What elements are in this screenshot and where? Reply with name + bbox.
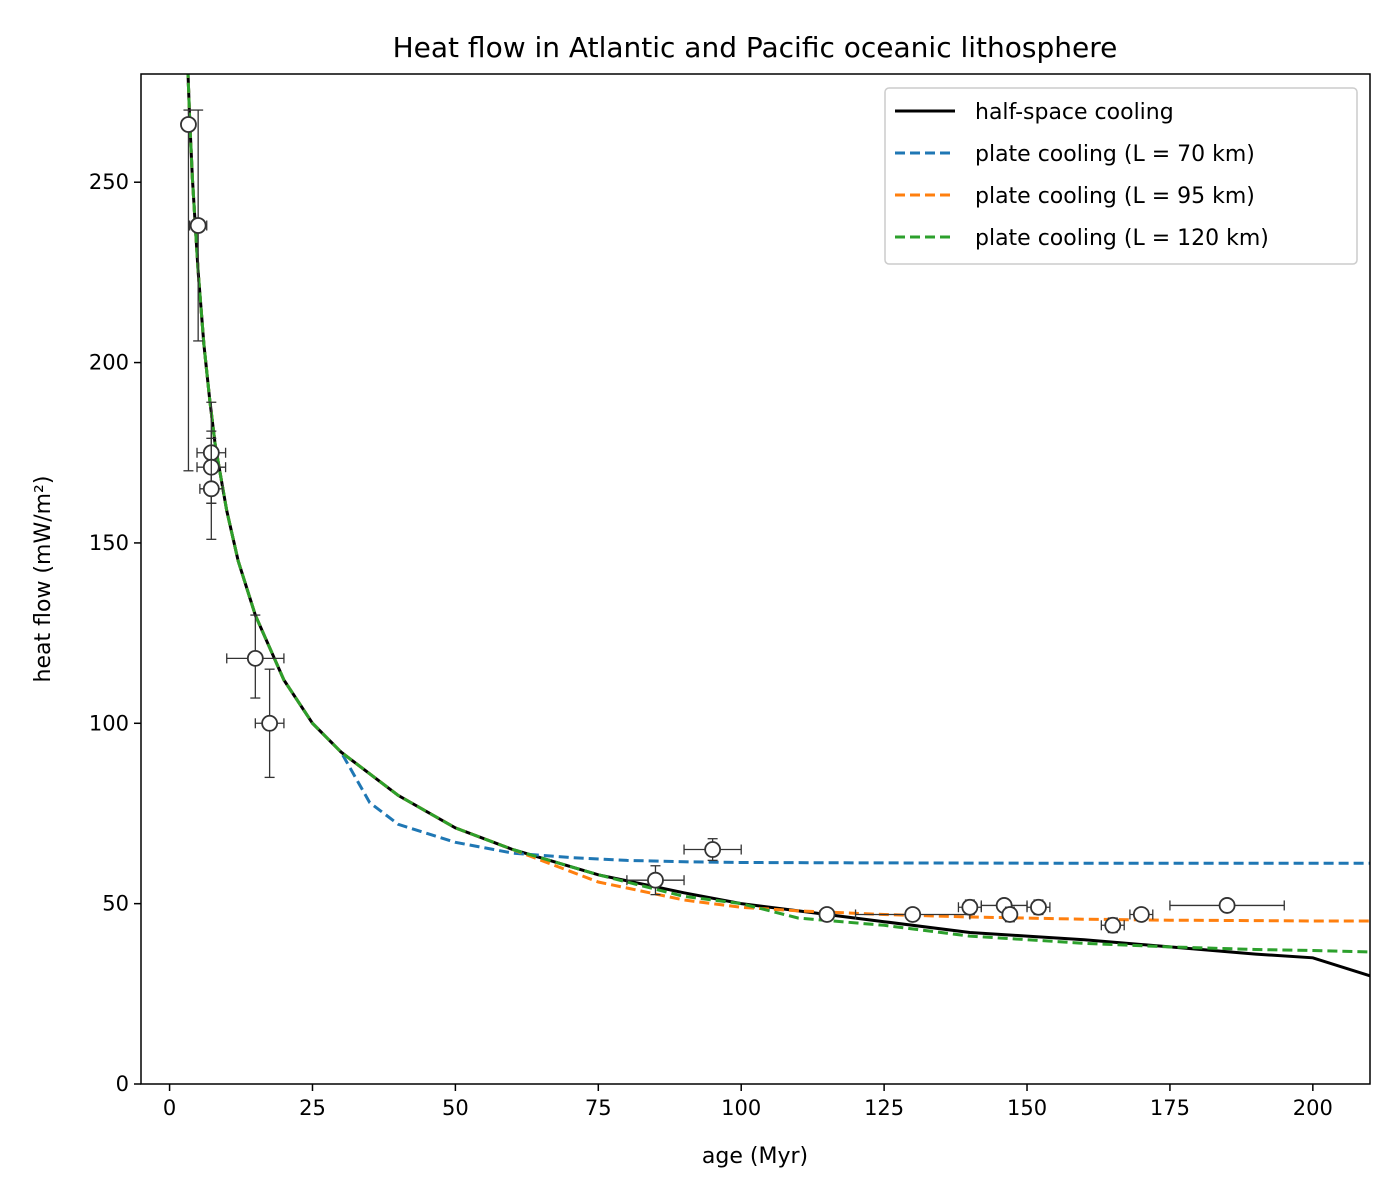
y-axis-label: heat flow (mW/m²) <box>31 476 56 683</box>
observation-point <box>188 109 208 342</box>
observation-marker <box>189 217 207 234</box>
legend: half-space cooling plate cooling (L = 70 … <box>884 87 1358 265</box>
x-tick-label: 125 <box>864 1096 904 1120</box>
legend-label-1: plate cooling (L = 70 km) <box>975 142 1255 167</box>
observation-point <box>1001 906 1019 923</box>
y-tick-label: 150 <box>89 531 129 555</box>
x-tick-label: 175 <box>1150 1096 1190 1120</box>
x-tick-label: 200 <box>1293 1096 1333 1120</box>
legend-box <box>884 87 1358 265</box>
y-tick-label: 200 <box>89 351 129 375</box>
observation-point <box>226 614 285 699</box>
y-axis-ticks: 0 50 100 150 200 250 <box>89 170 141 1096</box>
observation-marker <box>704 841 722 858</box>
observation-marker <box>246 649 264 667</box>
x-tick-label: 0 <box>163 1096 176 1120</box>
observation-marker <box>1001 906 1019 923</box>
x-tick-label: 150 <box>1007 1096 1047 1120</box>
observation-marker <box>202 480 220 498</box>
observation-point <box>1169 897 1285 914</box>
observation-marker <box>818 906 836 923</box>
chart-title: Heat flow in Atlantic and Pacific oceani… <box>393 31 1118 64</box>
legend-label-2: plate cooling (L = 95 km) <box>975 184 1255 209</box>
observation-point <box>957 898 982 916</box>
series-line-3 <box>186 74 1370 954</box>
observation-marker <box>1030 898 1047 916</box>
observation-marker <box>904 906 922 923</box>
observations-layer <box>180 109 1285 934</box>
observation-marker <box>1218 897 1236 914</box>
observation-marker <box>261 714 279 732</box>
observation-marker <box>1104 916 1122 934</box>
observation-marker <box>647 871 664 889</box>
x-tick-label: 50 <box>442 1096 469 1120</box>
x-tick-label: 75 <box>585 1096 612 1120</box>
legend-label-0: half-space cooling <box>975 100 1174 125</box>
y-tick-label: 0 <box>116 1072 129 1096</box>
legend-label-3: plate cooling (L = 120 km) <box>975 226 1269 251</box>
x-tick-label: 100 <box>721 1096 761 1120</box>
observation-point <box>626 865 685 896</box>
observation-point <box>254 668 285 779</box>
y-tick-label: 50 <box>102 892 129 916</box>
observation-point <box>1026 898 1051 916</box>
series-layer <box>186 74 1370 978</box>
x-axis-label: age (Myr) <box>702 1144 808 1169</box>
observation-point <box>683 838 742 862</box>
observation-marker <box>1132 906 1150 923</box>
observation-marker <box>961 898 979 916</box>
y-tick-label: 100 <box>89 711 129 735</box>
observation-point <box>199 437 224 540</box>
x-tick-label: 25 <box>299 1096 326 1120</box>
y-tick-label: 250 <box>89 170 129 194</box>
observation-point <box>1129 906 1154 923</box>
x-axis-ticks: 0 25 50 75 100 125 150 175 200 <box>163 1084 1333 1120</box>
observation-point <box>818 906 836 923</box>
observation-marker <box>180 116 197 133</box>
observation-point <box>1100 916 1125 934</box>
plot-frame <box>140 73 1371 1085</box>
observation-point <box>180 109 197 472</box>
